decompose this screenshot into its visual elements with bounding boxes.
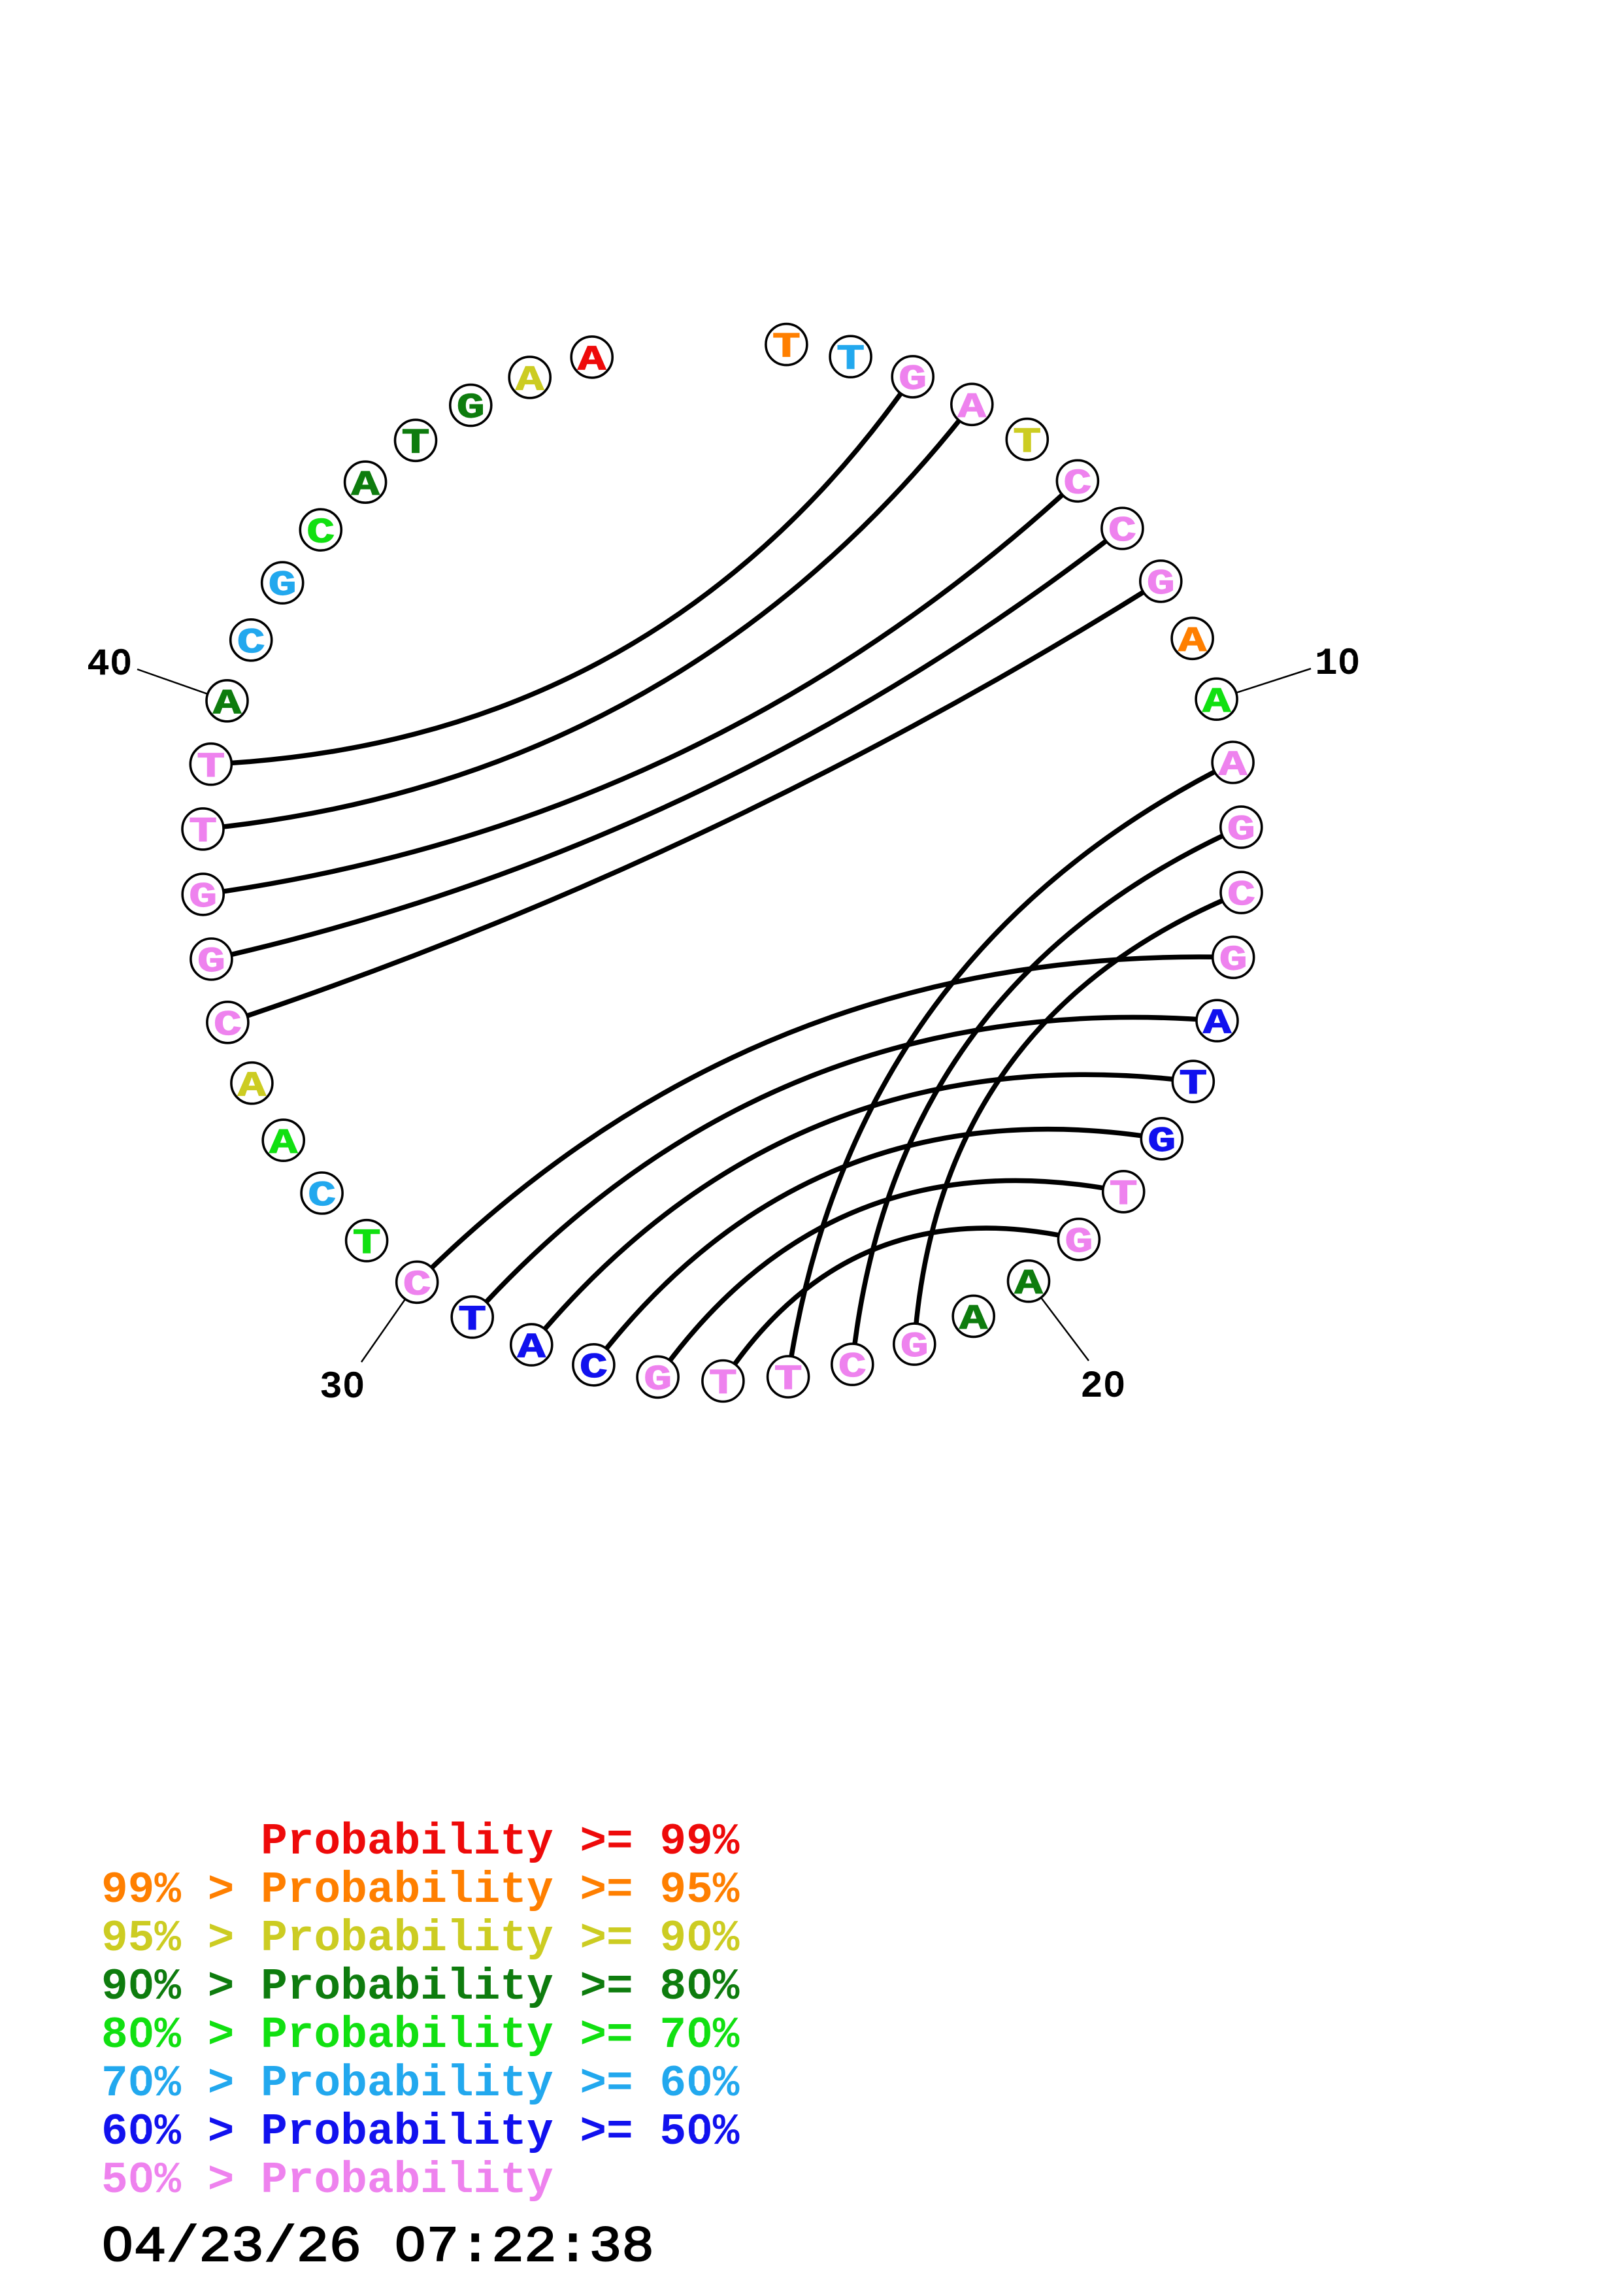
- svg-text:A: A: [238, 1067, 267, 1106]
- svg-text:60% > Probability >= 50%: 60% > Probability >= 50%: [101, 2108, 740, 2157]
- svg-text:G: G: [269, 566, 297, 606]
- svg-text:C: C: [1063, 464, 1091, 504]
- svg-text:A: A: [1219, 746, 1248, 786]
- svg-text:G: G: [644, 1361, 672, 1401]
- svg-text:G: G: [1219, 940, 1248, 980]
- svg-text:C: C: [308, 1176, 336, 1216]
- svg-text:G: G: [1227, 810, 1255, 850]
- svg-text:T: T: [189, 812, 217, 852]
- svg-text:C: C: [237, 624, 265, 663]
- svg-text:C: C: [1108, 512, 1136, 552]
- svg-text:T: T: [1179, 1065, 1207, 1105]
- svg-text:A: A: [269, 1123, 298, 1163]
- svg-text:T: T: [402, 424, 430, 463]
- svg-text:G: G: [899, 360, 927, 400]
- svg-text:T: T: [772, 328, 801, 368]
- svg-text:T: T: [353, 1224, 381, 1264]
- svg-text:99% > Probability >= 95%: 99% > Probability >= 95%: [101, 1866, 740, 1916]
- svg-text:T: T: [836, 340, 865, 380]
- svg-text:50% > Probability: 50% > Probability: [101, 2156, 554, 2206]
- svg-text:A: A: [352, 465, 380, 505]
- svg-text:C: C: [1227, 876, 1255, 916]
- svg-text:G: G: [457, 389, 485, 429]
- svg-text:30: 30: [320, 1367, 365, 1409]
- svg-text:G: G: [1148, 1122, 1176, 1162]
- svg-text:T: T: [1013, 423, 1041, 463]
- svg-text:95% > Probability >= 90%: 95% > Probability >= 90%: [101, 1914, 740, 1964]
- svg-text:A: A: [1203, 1004, 1232, 1044]
- svg-text:G: G: [1065, 1223, 1093, 1263]
- svg-text:G: G: [901, 1327, 929, 1367]
- svg-text:80% > Probability >= 70%: 80% > Probability >= 70%: [101, 2011, 740, 2061]
- svg-text:A: A: [578, 341, 606, 380]
- svg-text:A: A: [1202, 682, 1231, 722]
- svg-text:T: T: [774, 1360, 802, 1400]
- svg-text:A: A: [213, 684, 242, 724]
- svg-text:C: C: [580, 1348, 608, 1388]
- svg-text:A: A: [518, 1328, 546, 1368]
- svg-text:T: T: [458, 1301, 486, 1340]
- svg-text:40: 40: [87, 644, 133, 686]
- svg-text:A: A: [516, 361, 544, 401]
- svg-text:C: C: [306, 513, 335, 553]
- svg-text:90% > Probability >= 80%: 90% > Probability >= 80%: [101, 1963, 740, 2012]
- svg-text:C: C: [214, 1006, 242, 1046]
- svg-text:G: G: [197, 942, 225, 982]
- svg-text:T: T: [709, 1365, 737, 1405]
- svg-text:A: A: [958, 388, 987, 427]
- svg-text:10: 10: [1315, 643, 1361, 686]
- svg-text:T: T: [197, 748, 225, 788]
- svg-text:G: G: [189, 878, 217, 918]
- svg-text:C: C: [403, 1265, 431, 1305]
- svg-text:C: C: [838, 1348, 867, 1388]
- svg-text:70% > Probability >= 60%: 70% > Probability >= 60%: [101, 2059, 740, 2109]
- svg-text:20: 20: [1080, 1366, 1126, 1408]
- svg-text:A: A: [1015, 1265, 1044, 1305]
- svg-text:Probability >= 99%: Probability >= 99%: [101, 1818, 740, 1867]
- svg-text:A: A: [1178, 622, 1207, 661]
- svg-text:04/23/26 07:22:38: 04/23/26 07:22:38: [101, 2220, 654, 2276]
- svg-text:G: G: [1147, 565, 1175, 605]
- svg-text:T: T: [1110, 1175, 1138, 1215]
- svg-text:A: A: [959, 1299, 988, 1339]
